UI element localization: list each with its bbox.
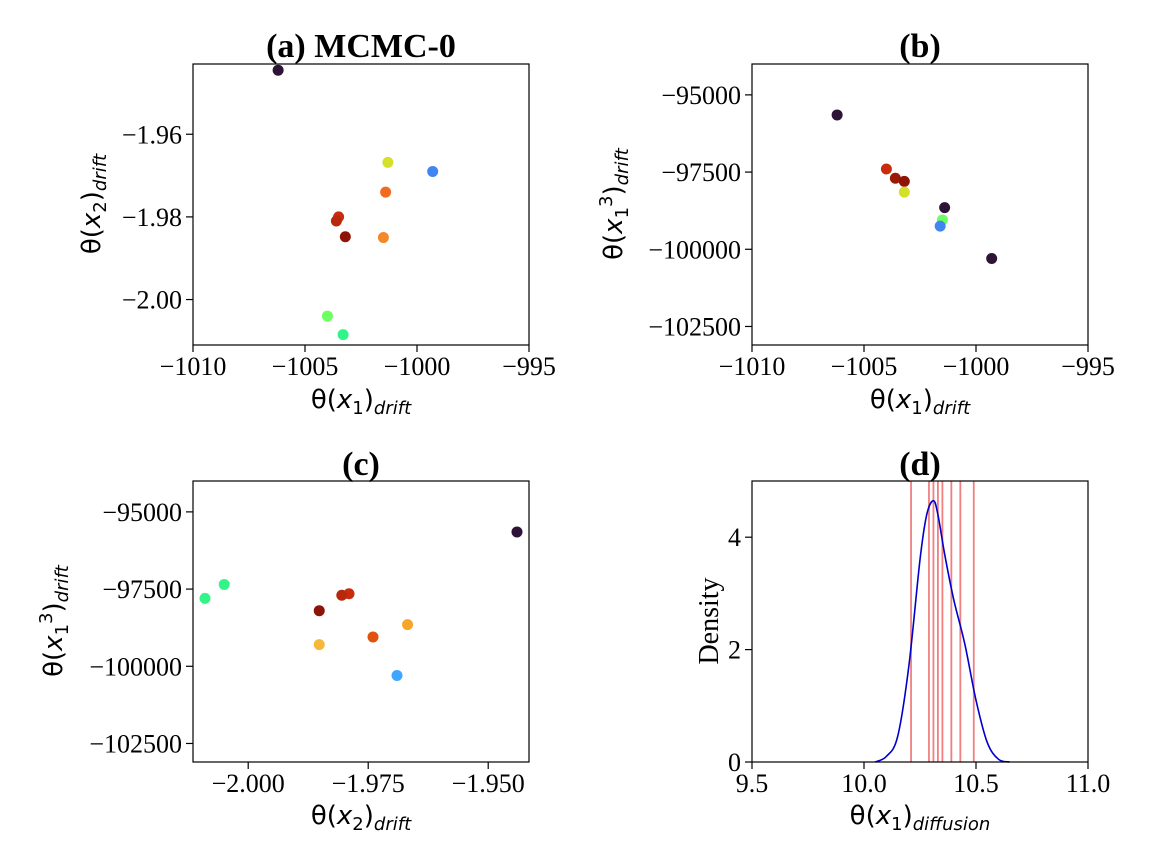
panel-d-density-curve: [874, 499, 1010, 763]
panel-a-title: (a) MCMC-0: [266, 28, 456, 65]
panel-c-scatter-point: [402, 619, 414, 631]
panel-d-xtick-label: 9.5: [736, 769, 769, 798]
panel-a-scatter-point: [330, 215, 342, 227]
panel-a-frame: [192, 63, 530, 346]
panel-d-frame: [751, 480, 1089, 763]
panel-b-ytick-label: −95000: [661, 81, 741, 110]
panel-d-xtick-label: 11.0: [1066, 769, 1111, 798]
panel-b-ylabel: θ(x13)drift: [596, 147, 633, 260]
panel-a-scatter-point: [377, 232, 389, 244]
panel-a-scatter-point: [427, 165, 439, 177]
panel-a-ylabel: θ(x2)drift: [77, 153, 111, 254]
panel-c-ytick-label: −97500: [102, 575, 182, 604]
panel-c-scatter-point: [367, 631, 379, 643]
panel-b-ytick-label: −102500: [648, 312, 741, 341]
panel-a-xtick-label: −1010: [160, 352, 227, 381]
panel-c-xlabel: θ(x2)drift: [311, 801, 412, 835]
panel-a-xtick-label: −1005: [272, 352, 339, 381]
panel-a: (a) MCMC-0 −1010 −1005 −1000 −995 −2.00 −1.98…: [77, 28, 556, 419]
panel-c-xtick-label: −2.000: [212, 769, 285, 798]
panel-c-ylabel: θ(x13)drift: [36, 564, 73, 677]
panel-d-plot-area: 9.5 10.0 10.5 11.0 0 2 4: [728, 481, 1110, 798]
panel-b-frame: [751, 63, 1089, 346]
panel-a-xlabel: θ(x1)drift: [311, 385, 412, 419]
panel-b-scatter-point: [889, 172, 901, 184]
panel-b-xtick-label: −1005: [831, 352, 898, 381]
panel-a-ytick-label: −1.98: [122, 203, 182, 232]
panel-b-xtick-label: −995: [1061, 352, 1115, 381]
panel-b-scatter-point: [898, 175, 910, 187]
panel-d-ytick-label: 4: [728, 523, 741, 552]
panel-b: (b) −1010 −1005 −1000 −995 −102500 −100000 −97…: [596, 28, 1115, 419]
panel-d-title: (d): [899, 446, 941, 483]
panel-a-scatter-point: [382, 156, 394, 168]
panel-d-xtick-label: 10.5: [953, 769, 999, 798]
panel-b-xtick-label: −1010: [719, 352, 786, 381]
panel-a-ytick-label: −1.96: [122, 120, 182, 149]
panel-b-scatter-point: [880, 163, 892, 175]
panel-c: (c) −2.000 −1.975 −1.950 −102500 −100000 −975…: [36, 446, 530, 835]
panel-c-scatter-point: [336, 589, 348, 601]
panel-a-scatter-point: [337, 329, 349, 341]
panel-b-scatter-point: [831, 109, 843, 121]
panel-a-plot-area: −1010 −1005 −1000 −995 −2.00 −1.98 −1.96: [122, 64, 556, 381]
panel-c-scatter-point: [199, 592, 211, 604]
panel-b-plot-area: −1010 −1005 −1000 −995 −102500 −100000 −97500 −…: [648, 81, 1115, 381]
panel-b-xlabel: θ(x1)drift: [870, 385, 971, 419]
panel-d-ytick-label: 2: [728, 636, 741, 665]
panel-b-scatter-point: [939, 202, 951, 214]
panel-a-xtick-label: −1000: [384, 352, 451, 381]
panel-c-scatter-point: [218, 578, 230, 590]
panel-b-title: (b): [899, 28, 941, 65]
panel-c-scatter-point: [313, 639, 325, 651]
panel-b-ytick-label: −100000: [648, 235, 741, 264]
panel-a-scatter-point: [321, 310, 333, 322]
panel-a-scatter-point: [380, 186, 392, 198]
panel-d-xtick-label: 10.0: [841, 769, 887, 798]
panel-c-ytick-label: −100000: [89, 652, 182, 681]
panel-c-ytick-label: −95000: [102, 498, 182, 527]
panel-c-scatter-point: [511, 526, 523, 538]
panel-d: (d) 9.5 10.0 10.5 11.0 0 2 4 θ(x1)diffusion De…: [694, 446, 1110, 835]
panel-b-xtick-label: −1000: [943, 352, 1010, 381]
panel-a-scatter-point: [272, 64, 284, 76]
panel-c-plot-area: −2.000 −1.975 −1.950 −102500 −100000 −97500 −9…: [89, 498, 524, 798]
panel-a-xtick-label: −995: [502, 352, 556, 381]
panel-c-frame: [192, 480, 530, 763]
panel-c-xtick-label: −1.950: [452, 769, 525, 798]
panel-d-ylabel: Density: [694, 577, 725, 664]
panel-a-scatter-point: [339, 231, 351, 243]
panel-d-ytick-label: 0: [728, 748, 741, 777]
panel-b-scatter-point: [934, 220, 946, 232]
panel-c-scatter-point: [313, 605, 325, 617]
panel-c-ytick-label: −102500: [89, 729, 182, 758]
panel-d-xlabel: θ(x1)diffusion: [850, 801, 991, 835]
panel-c-title: (c): [342, 446, 380, 483]
panel-c-scatter-point: [391, 670, 403, 682]
panel-a-ytick-label: −2.00: [122, 286, 182, 315]
panel-b-scatter-point: [898, 186, 910, 198]
panel-b-ytick-label: −97500: [661, 158, 741, 187]
panel-c-xtick-label: −1.975: [332, 769, 405, 798]
panel-b-scatter-point: [986, 253, 998, 265]
